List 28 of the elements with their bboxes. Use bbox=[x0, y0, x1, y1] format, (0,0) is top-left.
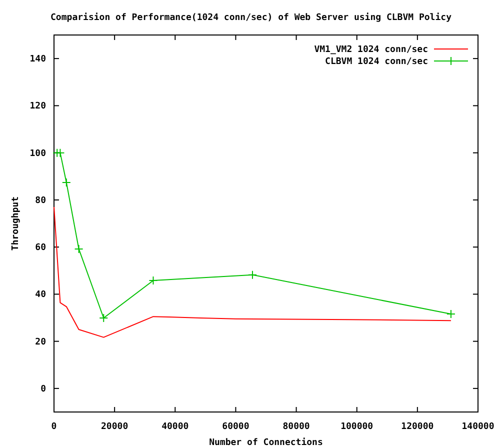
y-tick-label: 40 bbox=[35, 290, 46, 300]
y-tick-label: 0 bbox=[40, 384, 46, 394]
line-series bbox=[54, 206, 452, 338]
y-tick-label: 140 bbox=[30, 54, 46, 65]
point bbox=[74, 244, 84, 254]
x-tick-label: 100000 bbox=[340, 422, 374, 432]
y-tick-label: 60 bbox=[35, 243, 46, 254]
x-tick-label: 40000 bbox=[162, 422, 189, 432]
x-tick-label: 20000 bbox=[101, 422, 128, 432]
point bbox=[62, 178, 71, 187]
legend-label: VM1_VM2 1024 conn/sec bbox=[314, 45, 428, 55]
chart-title: Comparision of Performance(1024 conn/sec) of Web Server using CLBVM Policy bbox=[50, 12, 452, 23]
y-tick-label: 20 bbox=[35, 337, 46, 348]
y-tick-label: 120 bbox=[30, 102, 46, 112]
point bbox=[248, 270, 257, 280]
y-tick-label: 80 bbox=[35, 196, 46, 206]
legend-label: CLBVM 1024 conn/sec bbox=[325, 57, 428, 67]
y-axis-title: Throughput bbox=[11, 196, 21, 251]
x-axis-title: Number of Connections bbox=[209, 437, 323, 448]
point bbox=[148, 276, 158, 286]
x-tick-label: 140000 bbox=[462, 422, 494, 432]
x-tick-label: 80000 bbox=[282, 422, 310, 432]
point bbox=[99, 313, 108, 322]
y-tick-label: 100 bbox=[30, 148, 46, 159]
x-tick-label: 60000 bbox=[222, 422, 250, 432]
x-tick-label: 120000 bbox=[401, 422, 434, 432]
x-tick-label: 0 bbox=[51, 422, 57, 432]
point bbox=[446, 309, 456, 318]
